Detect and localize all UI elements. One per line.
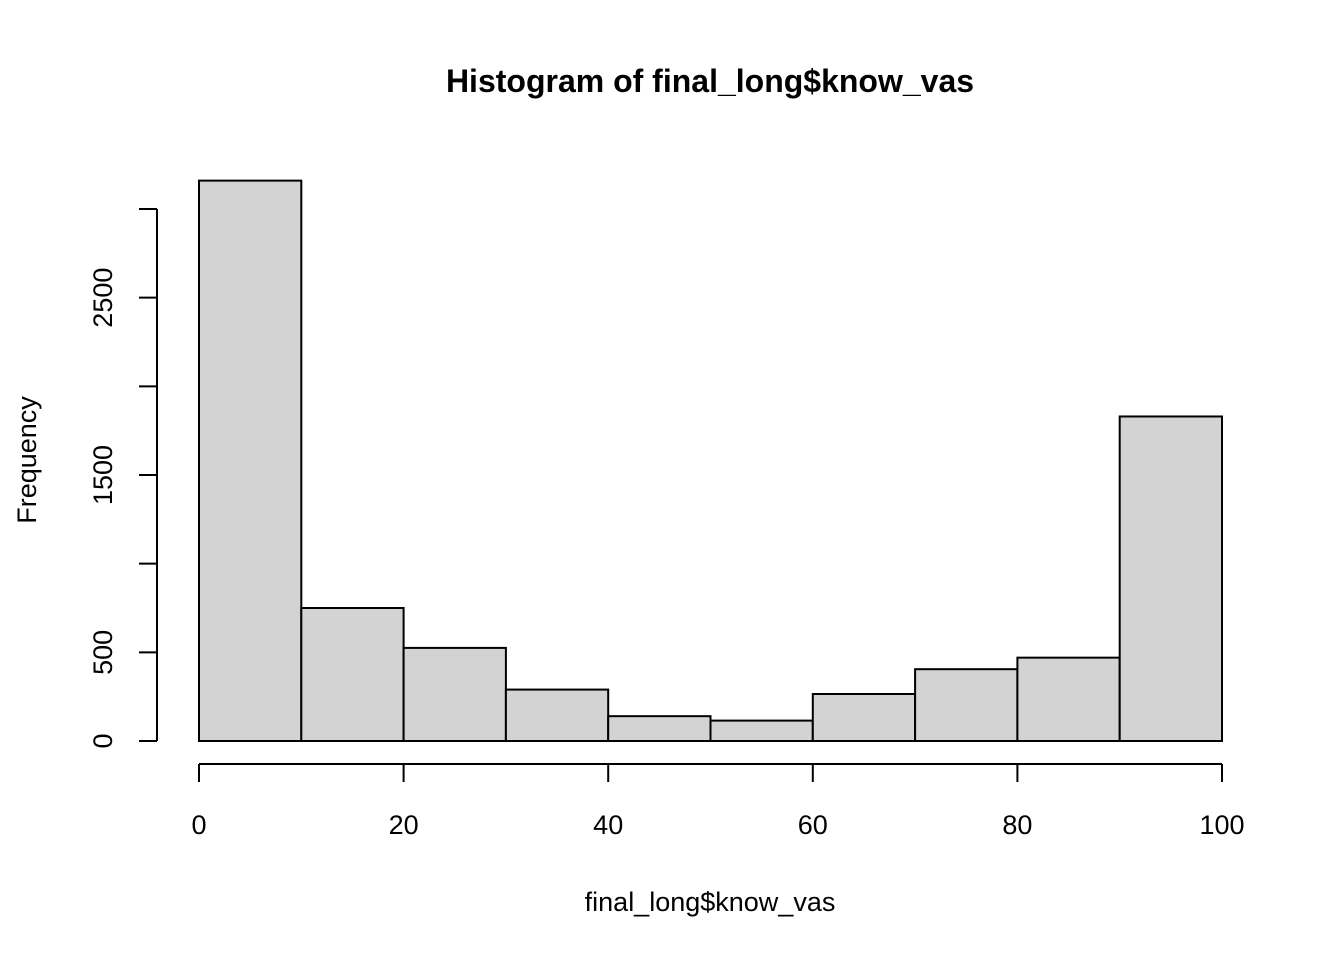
y-axis: 0 500 1500 2500 — [88, 208, 158, 749]
histogram-bar — [504, 688, 610, 742]
histogram-bar — [198, 179, 303, 743]
x-tick-label: 20 — [389, 810, 419, 840]
histogram-bar — [607, 715, 712, 743]
y-tick-label: 1500 — [88, 445, 118, 505]
histogram-bar — [811, 693, 917, 742]
x-axis: 0 20 40 60 80 100 — [191, 763, 1245, 840]
y-tick-label: 500 — [88, 630, 118, 675]
histogram-bar — [914, 668, 1019, 742]
y-axis-label: Frequency — [12, 396, 42, 524]
x-tick-label: 60 — [798, 810, 828, 840]
histogram-bar — [300, 607, 405, 742]
x-tick-label: 40 — [593, 810, 623, 840]
histogram-bar — [402, 646, 507, 743]
histogram-bar — [1016, 656, 1121, 742]
y-tick-label: 2500 — [88, 268, 118, 328]
y-tick-label: 0 — [88, 733, 118, 748]
x-tick-label: 100 — [1199, 810, 1244, 840]
x-axis-label: final_long$know_vas — [585, 887, 836, 917]
histogram-bar — [1118, 415, 1223, 742]
histogram-bar — [709, 719, 814, 743]
x-tick-label: 0 — [191, 810, 206, 840]
x-tick-label: 80 — [1002, 810, 1032, 840]
chart-title: Histogram of final_long$know_vas — [446, 63, 974, 99]
bars-group — [198, 179, 1223, 743]
